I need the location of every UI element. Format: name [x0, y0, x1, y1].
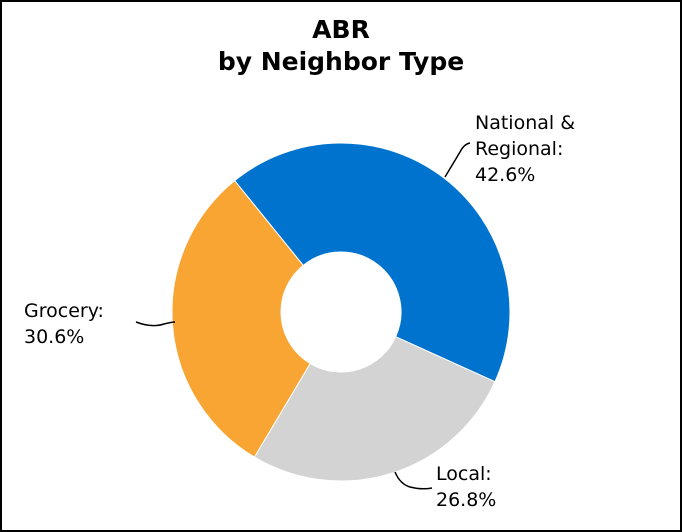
- leader-line-national-regional: [444, 142, 471, 178]
- label-line: National &: [475, 112, 576, 134]
- leader-line-grocery: [135, 321, 176, 327]
- slice-grocery: [171, 179, 311, 458]
- title-line-1: ABR: [312, 15, 370, 44]
- label-line: Regional:: [475, 138, 564, 160]
- label-local: Local: 26.8%: [436, 461, 496, 513]
- label-value: 30.6%: [24, 326, 85, 348]
- title-line-2: by Neighbor Type: [217, 47, 465, 76]
- chart-title: ABR by Neighbor Type: [2, 14, 680, 78]
- label-grocery: Grocery: 30.6%: [24, 298, 104, 350]
- leader-line-local: [394, 471, 433, 490]
- label-line: Local:: [436, 463, 492, 485]
- slice-national-regional: [233, 142, 511, 383]
- label-line: Grocery:: [24, 300, 104, 322]
- label-value: 26.8%: [436, 489, 497, 511]
- label-value: 42.6%: [475, 164, 536, 186]
- slice-local: [253, 336, 496, 482]
- label-national-regional: National & Regional: 42.6%: [475, 110, 575, 188]
